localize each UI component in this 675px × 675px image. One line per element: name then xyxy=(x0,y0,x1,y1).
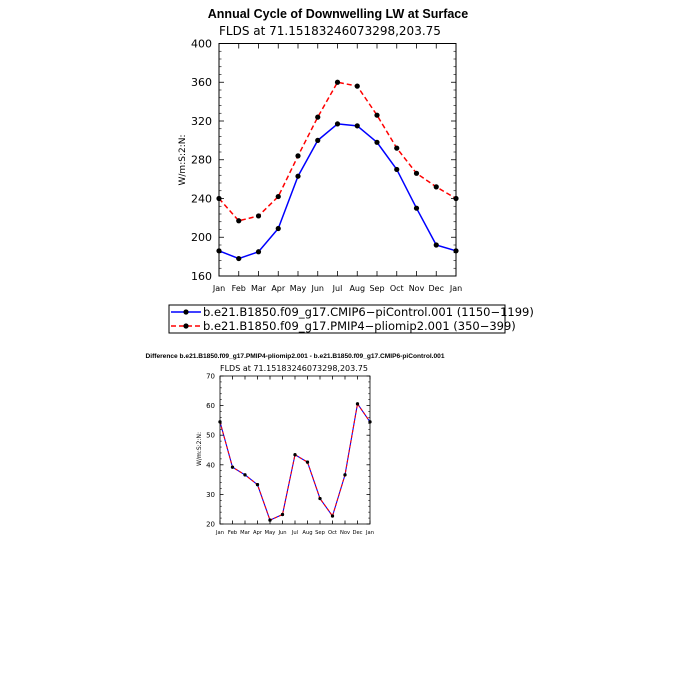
chart1-xtick-label: Feb xyxy=(232,284,246,293)
chart1-ylabel: W/m:S:2:N: xyxy=(178,135,188,186)
chart2-series-1-point xyxy=(293,453,297,457)
chart1-title: Annual Cycle of Downwelling LW at Surfac… xyxy=(208,7,468,21)
chart1-series-0-point xyxy=(394,166,400,173)
chart1-ytick-label: 200 xyxy=(191,231,212,244)
chart1-series-0-point xyxy=(255,249,262,255)
chart1-xtick-label: May xyxy=(290,284,307,293)
chart1-xtick-label: Nov xyxy=(409,284,425,293)
chart2-xtick-label: May xyxy=(265,530,276,536)
chart1-xtick-label: Dec xyxy=(429,284,444,293)
chart1-series-1-point xyxy=(275,193,281,200)
chart2-series-1-point xyxy=(255,483,260,487)
chart1-series-0-point xyxy=(433,242,439,248)
legend-marker-piControl xyxy=(183,309,189,315)
chart2-title: Difference b.e21.B1850.f09_g17.PMIP4-pli… xyxy=(145,353,444,360)
chart2-series-1-point xyxy=(305,460,310,464)
chart1-legend: b.e21.B1850.f09_g17.CMIP6−piControl.001 … xyxy=(168,304,534,334)
chart-annual-cycle: Annual Cycle of Downwelling LW at Surfac… xyxy=(178,7,468,293)
chart2-ytick-label: 50 xyxy=(206,432,215,440)
chart1-xtick-label: Jan xyxy=(449,284,462,293)
chart1-series-0-point xyxy=(334,121,341,127)
chart2-xtick-label: Jun xyxy=(277,530,286,536)
chart2-ytick-label: 30 xyxy=(206,491,215,499)
chart1-series-1-point xyxy=(255,213,262,219)
chart2-plot-frame xyxy=(219,375,371,525)
chart1-ytick-label: 400 xyxy=(191,37,212,50)
chart2-series-1-point xyxy=(243,473,247,477)
chart1-series-0-point xyxy=(315,137,321,143)
chart1-series-1-point xyxy=(374,112,380,118)
legend-label-pliomip2: b.e21.B1850.f09_g17.PMIP4−pliomip2.001 (… xyxy=(203,319,516,333)
chart1-series-0-point xyxy=(275,225,281,232)
chart1-series-0-point xyxy=(413,205,420,211)
chart1-xtick-label: Apr xyxy=(271,284,286,293)
chart1-series-0-point xyxy=(354,123,360,129)
chart1-ytick-label: 280 xyxy=(191,154,212,167)
legend-label-piControl: b.e21.B1850.f09_g17.CMIP6−piControl.001 … xyxy=(203,305,534,319)
chart1-xtick-label: Oct xyxy=(390,284,404,293)
chart1-xtick-label: Aug xyxy=(349,284,365,293)
chart1-xtick-label: Mar xyxy=(251,284,267,293)
legend-marker-pliomip2 xyxy=(183,323,189,329)
chart2-subtitle: FLDS at 71.15183246073298,203.75 xyxy=(220,364,368,373)
chart1-ytick-label: 160 xyxy=(191,270,212,283)
chart2-series-1-point xyxy=(355,402,360,406)
chart1-series-1-point xyxy=(413,170,420,176)
chart2-xtick-label: Dec xyxy=(352,530,362,536)
chart2-ytick-label: 20 xyxy=(206,520,215,528)
chart1-series-1-point xyxy=(433,184,439,190)
chart2-xtick-label: Feb xyxy=(228,530,238,536)
chart2-ytick-label: 60 xyxy=(206,402,215,410)
chart1-plot-frame xyxy=(218,43,457,277)
chart-difference: Difference b.e21.B1850.f09_g17.PMIP4-pli… xyxy=(145,353,444,536)
chart2-xtick-label: Jan xyxy=(365,530,374,536)
chart2-ytick-label: 70 xyxy=(206,372,215,380)
chart2-ylabel: W/m:S:2:N: xyxy=(196,432,203,466)
chart1-series-0-point xyxy=(295,173,301,179)
chart2-xtick-label: Oct xyxy=(328,530,337,536)
chart2-xtick-label: Sep xyxy=(315,530,325,536)
chart1-xtick-label: Jul xyxy=(332,284,343,293)
chart2-series-1-point xyxy=(230,465,235,469)
chart2-series-1-point xyxy=(318,496,322,501)
chart1-ytick-label: 360 xyxy=(191,76,212,89)
chart1-xtick-label: Jun xyxy=(311,284,325,293)
chart2-xtick-label: Jan xyxy=(215,530,224,536)
chart1-series-1-point xyxy=(334,79,341,85)
chart2-series-1-point xyxy=(330,514,335,518)
chart1-series-0-point xyxy=(374,139,380,145)
chart1-series-1-point xyxy=(236,218,242,224)
chart2-xtick-label: Mar xyxy=(240,530,251,536)
chart2-xtick-label: Jul xyxy=(291,530,298,536)
chart2-xtick-label: Apr xyxy=(253,530,263,536)
chart1-xtick-label: Sep xyxy=(369,284,384,293)
chart1-series-1-point xyxy=(315,114,321,120)
chart1-series-0-point xyxy=(236,255,242,262)
chart1-xtick-label: Jan xyxy=(212,284,225,293)
chart1-series-1-point xyxy=(295,153,301,159)
chart1-series-1-point xyxy=(394,145,400,151)
chart2-ytick-label: 40 xyxy=(206,461,215,469)
chart2-series-1-point xyxy=(280,512,285,517)
chart1-subtitle: FLDS at 71.15183246073298,203.75 xyxy=(219,24,441,38)
chart1-ytick-label: 320 xyxy=(191,115,212,128)
chart2-xtick-label: Nov xyxy=(340,530,350,536)
chart2-series-1-point xyxy=(268,518,272,522)
chart1-ytick-label: 240 xyxy=(191,192,212,205)
chart2-xtick-label: Aug xyxy=(302,530,312,536)
chart2-series-1-point xyxy=(343,473,347,477)
chart1-series-1-point xyxy=(354,83,360,89)
